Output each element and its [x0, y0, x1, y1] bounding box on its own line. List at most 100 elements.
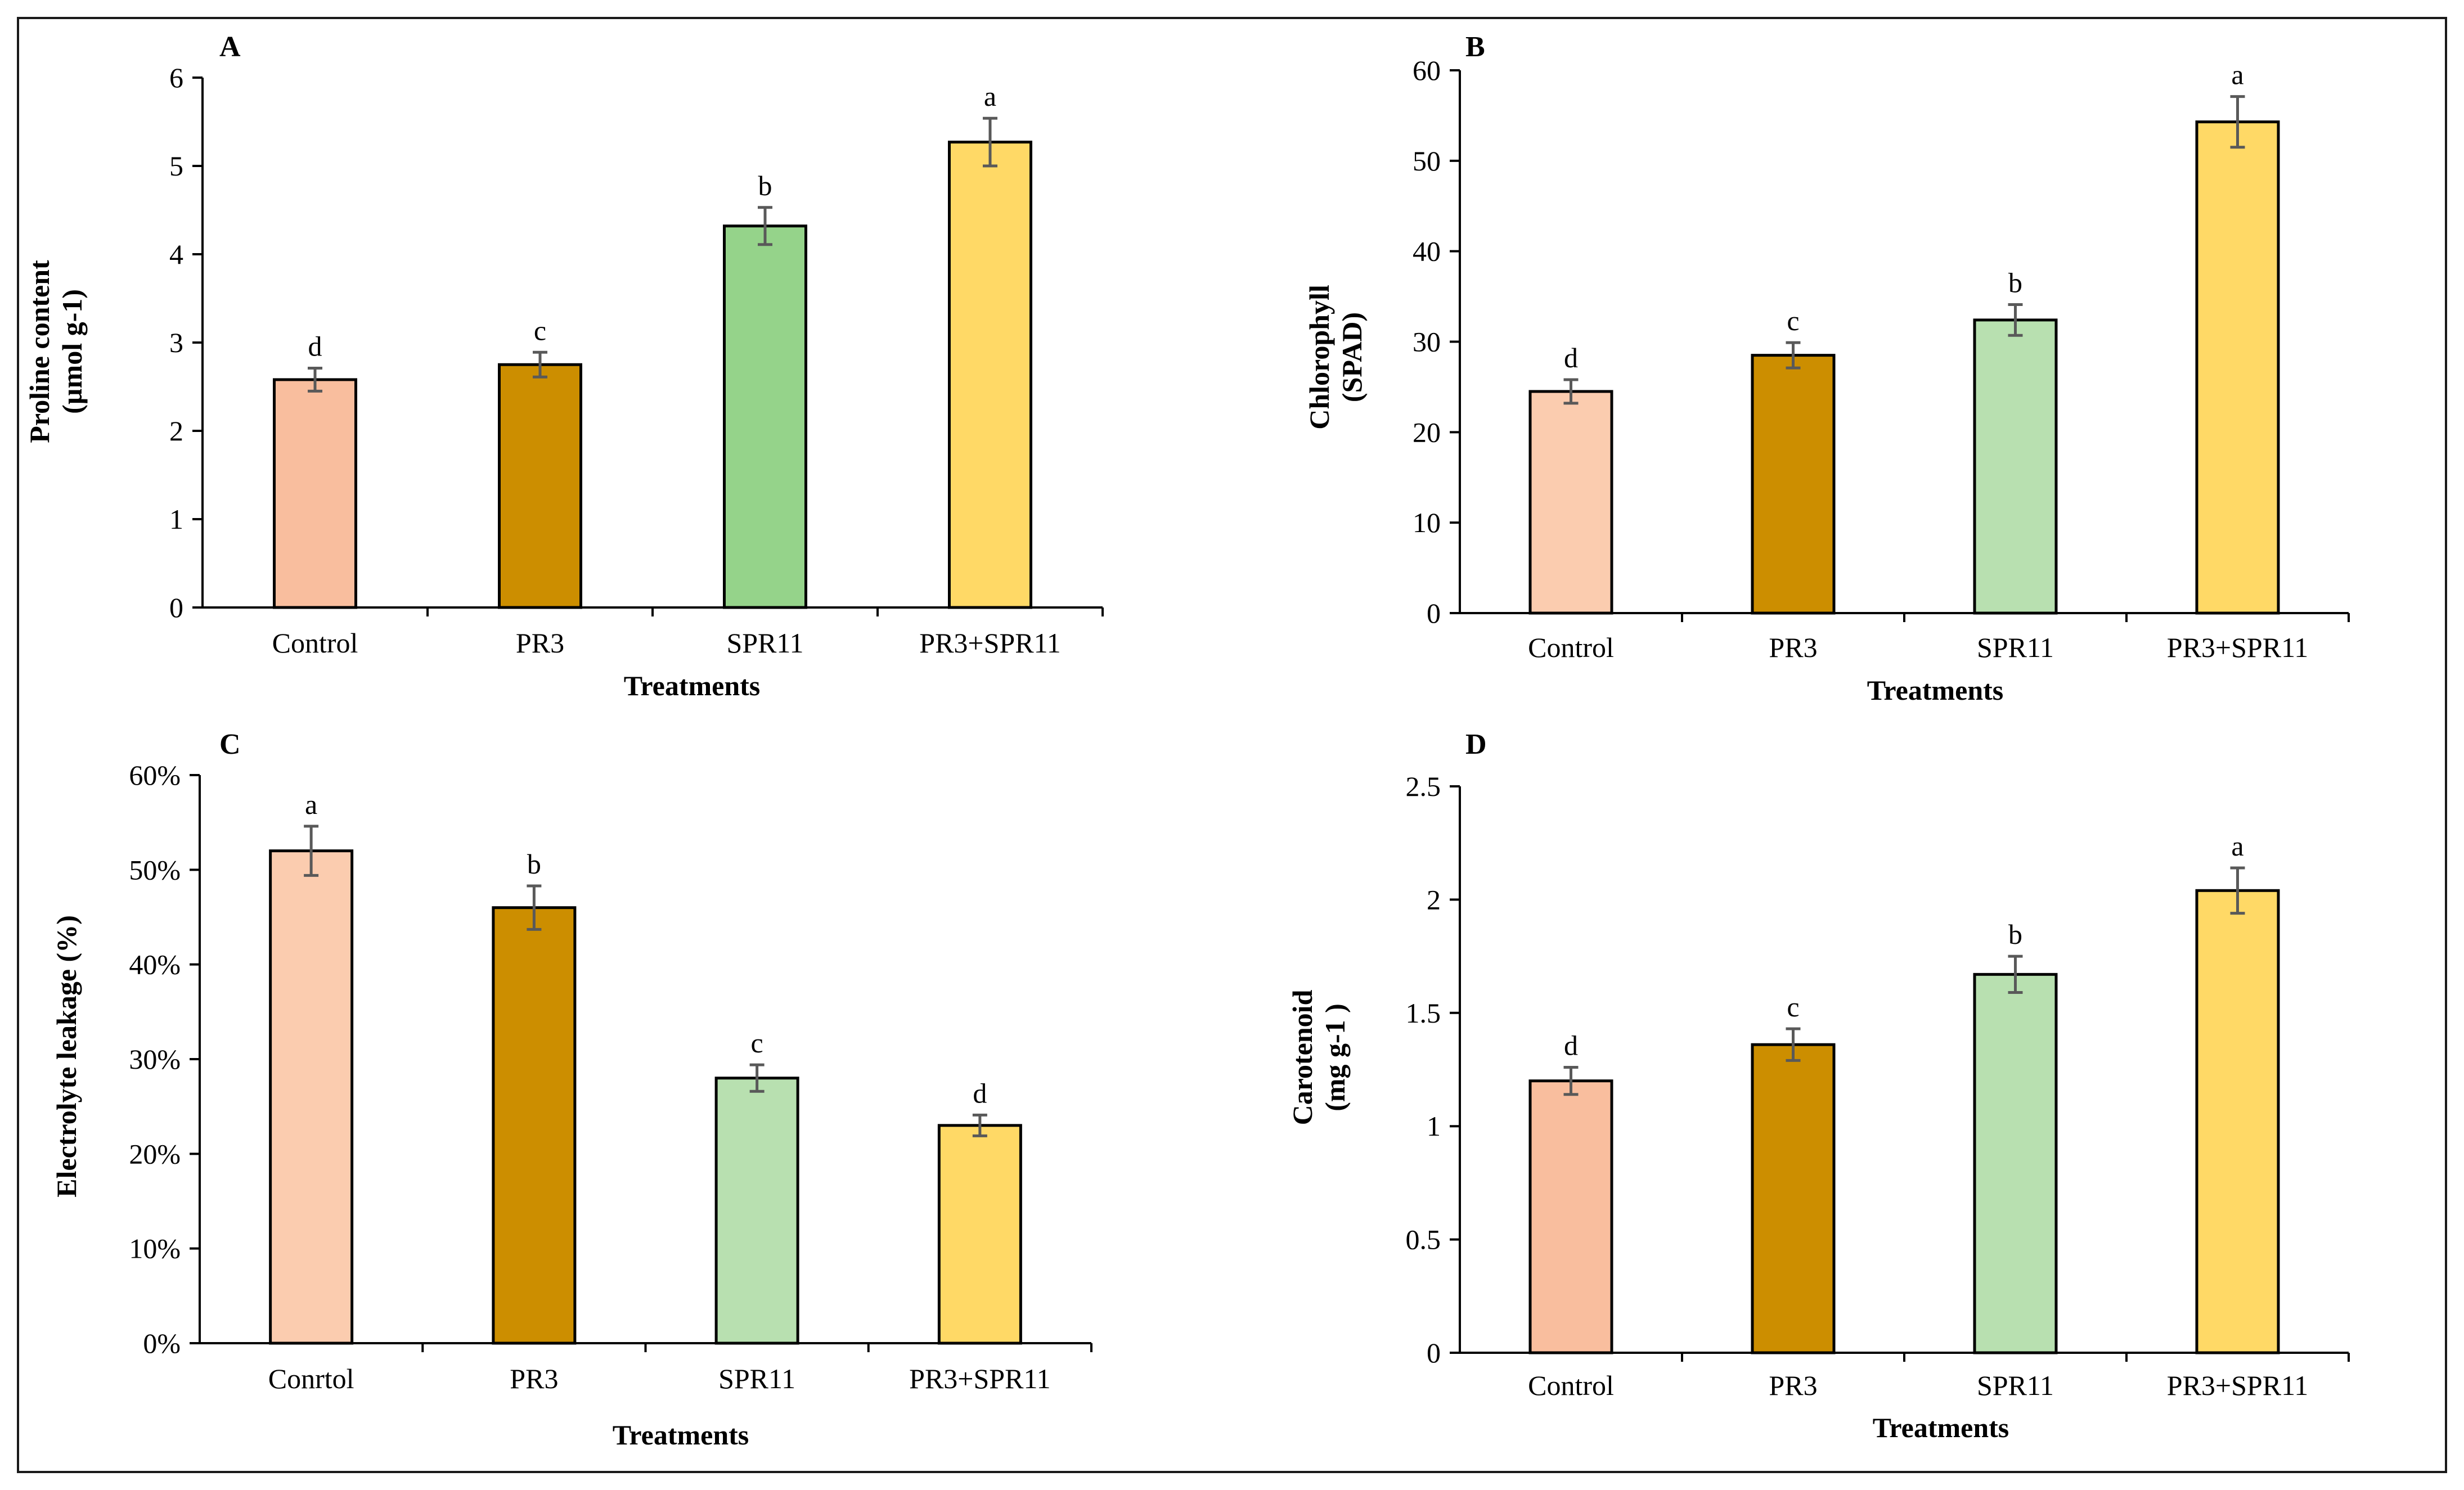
panel-b-bar: [2195, 120, 2280, 615]
panel-c-y-tick-label: 0%: [143, 1327, 181, 1359]
figure-frame: [17, 17, 2447, 1473]
panel-b-y-tick-label: 50: [1413, 145, 1441, 177]
panel-b-bar: [1751, 354, 1836, 615]
panel-c-y-tick-label: 40%: [129, 949, 181, 980]
panel-c-y-tick-label: 10%: [129, 1233, 181, 1264]
panel-b-significance-label: a: [2231, 59, 2243, 91]
panel-b-x-tick-label: PR3+SPR11: [2167, 632, 2308, 663]
panel-c-x-tick-label: PR3: [510, 1363, 558, 1394]
panel-a-x-tick-label: SPR11: [726, 627, 803, 659]
panel-c-y-tick-label: 30%: [129, 1043, 181, 1075]
panel-b-letter: B: [1465, 31, 1485, 63]
panel-c-bar: [937, 1124, 1022, 1345]
panel-a-x-tick-label: PR3: [516, 627, 564, 659]
panel-d-y-tick-label: 0.5: [1406, 1224, 1441, 1255]
panel-b-significance-label: d: [1564, 342, 1578, 373]
panel-d-letter: D: [1465, 728, 1487, 760]
panel-c-bar: [492, 906, 577, 1345]
panel-d-y-tick-label: 0: [1427, 1337, 1441, 1369]
panel-a-y-tick-label: 4: [169, 238, 183, 270]
panel-b-y-tick-label: 60: [1413, 55, 1441, 86]
panel-b-y-axis-title-line-2: (SPAD): [1336, 312, 1368, 402]
panel-c-significance-label: d: [973, 1077, 987, 1109]
panel-a-bar: [948, 141, 1032, 609]
panel-a-bar: [273, 378, 357, 609]
panel-a-x-axis-title: Treatments: [624, 670, 761, 701]
panel-d-y-tick-label: 2: [1427, 884, 1441, 915]
panel-c-x-tick-label: Conrtol: [268, 1363, 354, 1394]
panel-d-x-tick-label: SPR11: [1977, 1370, 2054, 1401]
panel-c: C Treatments Electrolyte leakage (%) 0% 1…: [51, 728, 1092, 1451]
panel-c-significance-label: c: [751, 1027, 763, 1059]
panel-d-significance-label: b: [2008, 919, 2022, 950]
panel-a-letter: A: [219, 31, 241, 63]
panel-a-plot-area: 0 1 2 3 4 5 6 d Control c PR3 b SPR11 a PR3+SPR11: [169, 62, 1104, 659]
panel-a-y-axis-title-line-1: Proline content: [24, 260, 55, 443]
panel-a-x-tick-label: Control: [272, 627, 358, 659]
panel-d-bar: [1528, 1079, 1613, 1354]
panel-b-y-axis-title-line-1: Chlorophyll: [1303, 285, 1335, 430]
panel-b-y-tick-label: 30: [1413, 326, 1441, 358]
panel-d-x-tick-label: PR3+SPR11: [2167, 1370, 2308, 1401]
panel-c-y-tick-label: 50%: [129, 854, 181, 885]
panel-a-bar: [723, 224, 807, 609]
panel-a-y-tick-label: 1: [169, 503, 183, 535]
panel-a-significance-label: b: [758, 170, 772, 201]
panel-a-y-tick-label: 0: [169, 592, 183, 623]
panel-b-bar: [1528, 390, 1613, 615]
panel-a-y-axis-title-line-2: (µmol g-1): [56, 289, 88, 414]
panel-c-bar: [714, 1077, 799, 1345]
panel-c-bar: [269, 849, 354, 1345]
panel-a-y-tick-label: 2: [169, 415, 183, 447]
panel-d-y-tick-label: 1: [1427, 1110, 1441, 1142]
panel-a-y-tick-label: 5: [169, 150, 183, 182]
panel-a-significance-label: d: [308, 331, 322, 362]
panel-d-bar: [2195, 889, 2280, 1354]
panel-c-y-tick-label: 60%: [129, 759, 181, 791]
panel-c-y-tick-label: 20%: [129, 1138, 181, 1169]
panel-c-letter: C: [219, 728, 241, 760]
panel-b-bar: [1973, 318, 2058, 615]
panel-a-y-tick-label: 3: [169, 327, 183, 358]
panel-d-significance-label: d: [1564, 1029, 1578, 1061]
panel-c-plot-area: 0% 10% 20% 30% 40% 50% 60% a Conrtol b PR3 c SPR11 d P…: [129, 759, 1092, 1394]
panel-d: D Treatments Carotenoid (mg g-1 ) 0 0.5 1 1…: [1287, 728, 2350, 1443]
panel-a-significance-label: a: [984, 80, 996, 112]
panel-d-y-axis-title-line-1: Carotenoid: [1287, 989, 1318, 1125]
panel-c-significance-label: a: [305, 789, 317, 820]
panel-b-y-tick-label: 20: [1413, 416, 1441, 448]
panel-a-x-tick-label: PR3+SPR11: [919, 627, 1060, 659]
panel-c-y-axis-title: Electrolyte leakage (%): [51, 915, 82, 1198]
panel-d-plot-area: 0 0.5 1 1.5 2 2.5 d Control c PR3 b SPR11 a PR3+SPR11: [1406, 771, 2350, 1401]
panel-d-significance-label: a: [2231, 830, 2243, 862]
panel-d-bar: [1973, 973, 2058, 1354]
panel-b-x-tick-label: Control: [1528, 632, 1614, 663]
panel-c-significance-label: b: [527, 848, 541, 880]
panel-d-significance-label: c: [1787, 991, 1799, 1023]
panel-b-significance-label: b: [2008, 267, 2022, 299]
panel-d-y-tick-label: 1.5: [1406, 997, 1441, 1029]
panel-d-x-tick-label: PR3: [1769, 1370, 1817, 1401]
panel-d-y-tick-label: 2.5: [1406, 771, 1441, 802]
panel-b-y-tick-label: 40: [1413, 236, 1441, 267]
panel-b-significance-label: c: [1787, 305, 1799, 336]
panel-b-x-axis-title: Treatments: [1867, 674, 2004, 706]
panel-c-x-tick-label: PR3+SPR11: [909, 1363, 1050, 1394]
panel-b: B Treatments Chlorophyll (SPAD) 0 10 20 30 4…: [1303, 31, 2350, 706]
panel-b-x-tick-label: SPR11: [1977, 632, 2054, 663]
panel-c-x-axis-title: Treatments: [613, 1419, 749, 1451]
panel-a: A Treatments Proline content (µmol g-1) …: [24, 31, 1104, 701]
panel-b-plot-area: 0 10 20 30 40 50 60 d Control c PR3 b SPR11 a PR3+SPR1…: [1413, 55, 2350, 663]
panel-a-bar: [498, 363, 582, 609]
panel-b-x-tick-label: PR3: [1769, 632, 1817, 663]
panel-a-y-tick-label: 6: [169, 62, 183, 93]
panel-d-bar: [1751, 1043, 1836, 1354]
panel-b-y-tick-label: 10: [1413, 507, 1441, 538]
panel-a-significance-label: c: [534, 314, 546, 346]
panel-c-x-tick-label: SPR11: [718, 1363, 795, 1394]
panel-d-x-axis-title: Treatments: [1873, 1412, 2009, 1443]
panel-b-y-tick-label: 0: [1427, 597, 1441, 629]
panel-d-x-tick-label: Control: [1528, 1370, 1614, 1401]
panel-d-y-axis-title-line-2: (mg g-1 ): [1319, 1003, 1351, 1111]
